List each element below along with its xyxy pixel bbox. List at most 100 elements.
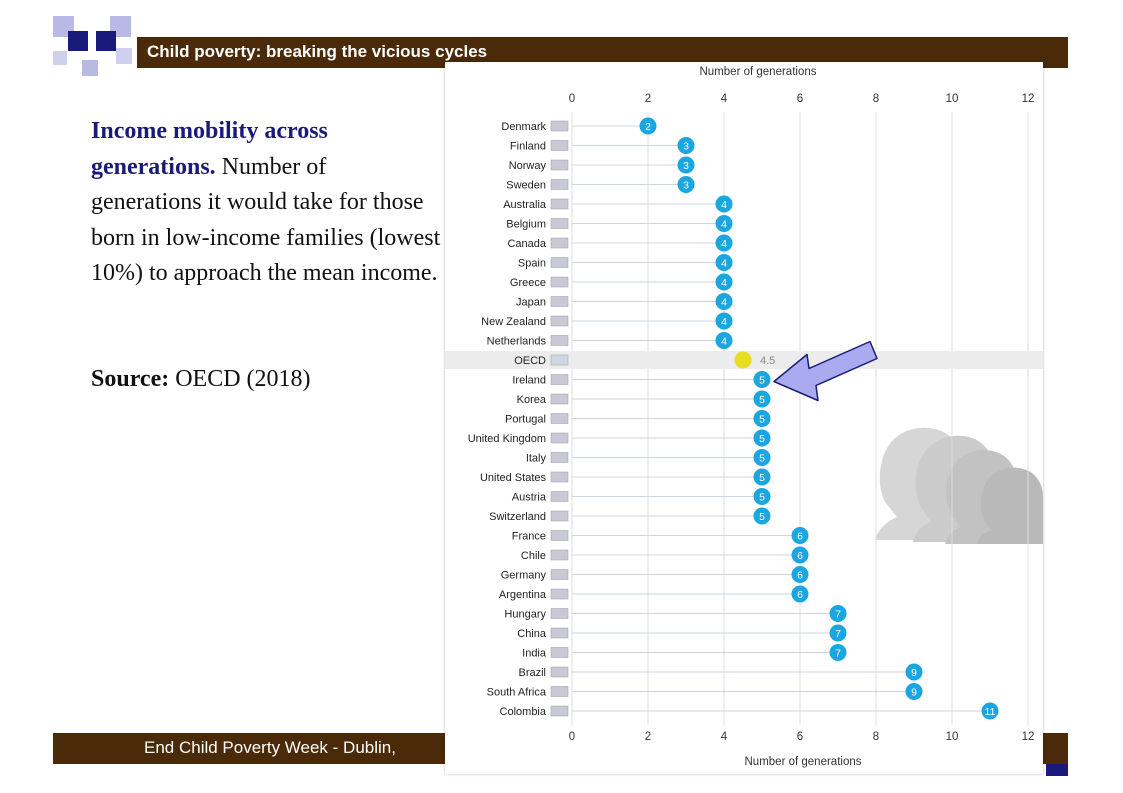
category-label: Canada bbox=[507, 238, 546, 250]
flag-icon bbox=[550, 413, 569, 424]
data-label: 3 bbox=[683, 180, 689, 192]
category-label: Argentina bbox=[499, 589, 547, 601]
data-point bbox=[829, 644, 847, 661]
decor-square bbox=[82, 60, 98, 76]
data-point bbox=[715, 215, 733, 232]
category-label: Switzerland bbox=[489, 511, 546, 523]
data-label: 4 bbox=[721, 238, 727, 250]
flag-icon bbox=[550, 354, 569, 366]
category-label: OECD bbox=[514, 355, 546, 367]
category-label: France bbox=[512, 531, 546, 543]
category-label: China bbox=[517, 628, 547, 640]
x-tick-label-top: 8 bbox=[873, 93, 879, 105]
flag-icon bbox=[550, 276, 569, 288]
data-point bbox=[791, 566, 809, 583]
data-point bbox=[753, 507, 771, 525]
flag-icon bbox=[550, 198, 569, 210]
decor-square bbox=[116, 48, 132, 64]
decor-square bbox=[96, 31, 116, 51]
category-label: Greece bbox=[510, 277, 546, 289]
flag-icon bbox=[550, 471, 569, 483]
data-label: 5 bbox=[759, 511, 765, 523]
x-tick-label-top: 2 bbox=[645, 93, 651, 105]
category-label: United Kingdom bbox=[468, 433, 546, 445]
data-label: 4 bbox=[721, 219, 727, 231]
flag-icon bbox=[550, 686, 569, 697]
source-label: Source: bbox=[91, 366, 170, 392]
flag-icon bbox=[550, 491, 569, 502]
data-point bbox=[753, 390, 771, 408]
flag-icon bbox=[550, 159, 569, 171]
category-label: Ireland bbox=[512, 375, 546, 387]
category-label: Austria bbox=[512, 492, 547, 504]
category-label: Sweden bbox=[506, 180, 546, 192]
data-label: 4 bbox=[721, 277, 727, 289]
x-tick-label-top: 12 bbox=[1022, 93, 1035, 105]
data-label: 4 bbox=[721, 316, 727, 328]
x-tick-label-bottom: 4 bbox=[721, 731, 728, 743]
data-point bbox=[677, 176, 695, 193]
data-point bbox=[715, 195, 733, 213]
data-label: 5 bbox=[759, 394, 765, 406]
category-label: Hungary bbox=[504, 609, 546, 621]
x-tick-label-top: 0 bbox=[569, 93, 575, 105]
data-point bbox=[905, 683, 923, 700]
category-label: Chile bbox=[521, 550, 546, 562]
category-label: India bbox=[522, 648, 547, 660]
flag-icon bbox=[550, 569, 569, 580]
flag-icon bbox=[550, 627, 569, 639]
data-point bbox=[829, 605, 847, 622]
flag-icon bbox=[550, 530, 569, 541]
category-label: Korea bbox=[517, 394, 547, 406]
data-label: 2 bbox=[645, 121, 651, 133]
flag-icon bbox=[550, 549, 569, 561]
data-point bbox=[753, 410, 771, 427]
category-label: United States bbox=[480, 472, 547, 484]
data-point bbox=[829, 624, 847, 642]
flag-icon bbox=[550, 393, 569, 405]
x-tick-label-bottom: 8 bbox=[873, 731, 879, 743]
decor-square bbox=[68, 31, 88, 51]
flag-icon bbox=[550, 432, 569, 444]
data-label: 9 bbox=[911, 667, 917, 679]
x-tick-label-top: 6 bbox=[797, 93, 803, 105]
data-point bbox=[753, 488, 771, 505]
data-label: 6 bbox=[797, 550, 803, 562]
x-tick-label-bottom: 0 bbox=[569, 731, 575, 743]
data-point bbox=[905, 663, 923, 681]
flag-icon bbox=[550, 257, 569, 268]
decor-square bbox=[53, 51, 67, 65]
data-point bbox=[791, 585, 809, 603]
data-label: 4 bbox=[721, 336, 727, 348]
category-label: Australia bbox=[503, 199, 547, 211]
category-label: Colombia bbox=[500, 706, 547, 718]
data-point bbox=[715, 273, 733, 291]
data-label: 3 bbox=[683, 160, 689, 172]
data-point bbox=[981, 702, 999, 720]
data-point bbox=[715, 234, 733, 252]
oecd-data-point bbox=[734, 351, 752, 369]
data-label: 7 bbox=[835, 609, 841, 621]
annotation-arrow bbox=[773, 340, 878, 402]
data-label: 7 bbox=[835, 628, 841, 640]
flag-icon bbox=[550, 374, 569, 385]
x-tick-label-bottom: 6 bbox=[797, 731, 803, 743]
data-point bbox=[715, 293, 733, 310]
category-label: South Africa bbox=[487, 687, 547, 699]
data-point bbox=[791, 546, 809, 564]
x-tick-label-bottom: 2 bbox=[645, 731, 651, 743]
category-label: Norway bbox=[509, 160, 547, 172]
category-label: New Zealand bbox=[481, 316, 546, 328]
x-tick-label-top: 4 bbox=[721, 93, 728, 105]
x-tick-label-bottom: 12 bbox=[1022, 731, 1035, 743]
data-point bbox=[715, 332, 733, 349]
oecd-data-label: 4.5 bbox=[760, 355, 775, 367]
flag-icon bbox=[550, 666, 569, 678]
flag-icon bbox=[550, 237, 569, 249]
flag-icon bbox=[550, 296, 569, 307]
category-label: Portugal bbox=[505, 414, 546, 426]
source-value: OECD (2018) bbox=[169, 366, 311, 392]
data-label: 6 bbox=[797, 570, 803, 582]
data-label: 9 bbox=[911, 687, 917, 699]
data-point bbox=[753, 449, 771, 466]
